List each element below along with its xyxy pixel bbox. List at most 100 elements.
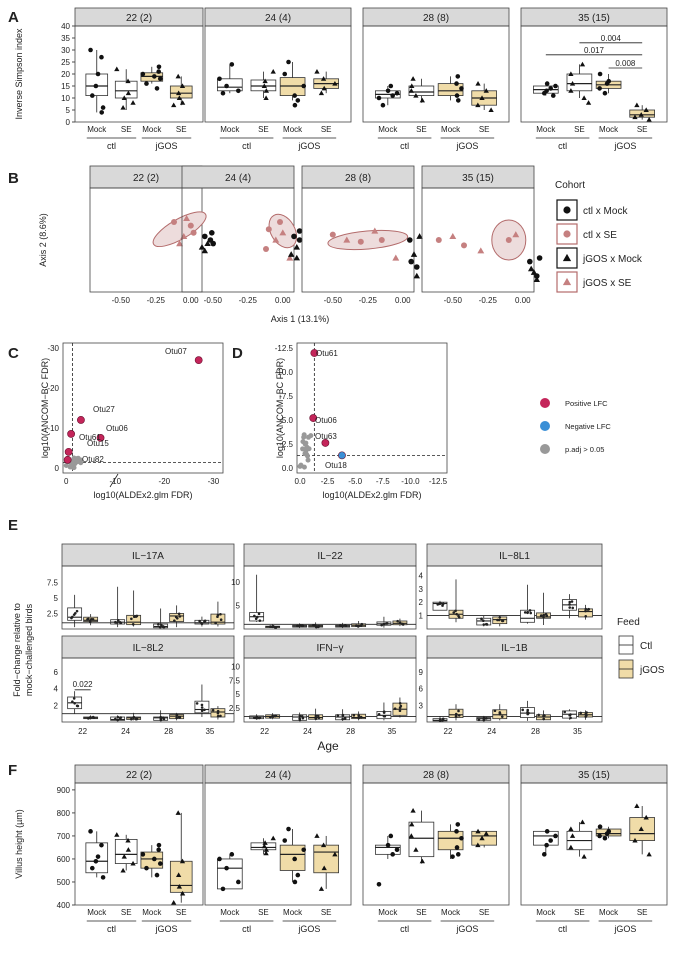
E-point <box>496 618 499 622</box>
A-point <box>385 88 391 94</box>
F-xlabel: Mock <box>283 908 303 917</box>
B-point-mock <box>291 233 297 240</box>
F-point <box>292 879 298 885</box>
F-point <box>99 842 104 848</box>
E-point <box>203 620 206 623</box>
B-point-mock <box>530 269 538 275</box>
F-point <box>568 844 574 850</box>
F-point <box>263 850 269 856</box>
F-point <box>604 831 610 836</box>
F-point <box>262 840 268 845</box>
A-facet-frame <box>520 25 668 123</box>
A-point <box>144 81 149 86</box>
A-point <box>90 93 95 98</box>
B-xtick: -0.25 <box>479 296 498 305</box>
F-xlabel: Mock <box>441 908 461 917</box>
A-xlabel: SE <box>258 125 269 134</box>
A-pvalue: 0.008 <box>615 59 636 68</box>
E-point <box>359 715 363 719</box>
F-point <box>479 835 485 841</box>
A-point <box>295 98 301 103</box>
A-point <box>553 83 558 89</box>
F-point <box>646 851 652 857</box>
C-label-leader <box>109 473 119 488</box>
D-legend-label: p.adj > 0.05 <box>565 445 604 454</box>
A-box <box>629 109 655 118</box>
A-point <box>409 83 415 88</box>
E-ytick: 5 <box>236 690 241 699</box>
A-point <box>475 102 481 108</box>
A-box <box>217 78 243 92</box>
A-xlabel: Mock <box>599 125 619 134</box>
F-xlabel: SE <box>637 908 648 917</box>
E-facet-frame <box>426 657 603 723</box>
B-facet-frame <box>301 187 415 293</box>
E-point <box>317 716 321 720</box>
A-ytick: 40 <box>61 22 70 31</box>
D-legend-marker <box>540 444 550 454</box>
E-point <box>382 710 386 714</box>
E-point <box>568 603 571 606</box>
F-point <box>388 833 394 839</box>
E-point <box>385 622 388 625</box>
F-point <box>385 842 391 848</box>
B-point-se <box>171 219 177 225</box>
E-point <box>177 715 181 719</box>
A-point <box>380 102 386 108</box>
F-point <box>569 833 576 838</box>
F-ytick: 500 <box>57 878 71 887</box>
E-point <box>175 716 178 720</box>
F-xlabel: SE <box>574 908 585 917</box>
A-point <box>455 98 461 103</box>
B-xlabel: Axis 1 (13.1%) <box>271 314 330 324</box>
E-point <box>398 621 402 625</box>
E-point <box>570 600 574 603</box>
E-point <box>253 614 256 618</box>
B-point-mock <box>296 228 303 234</box>
F-facet-frame <box>362 782 510 906</box>
F-point <box>93 858 99 864</box>
F-point <box>553 833 558 839</box>
E-point <box>75 609 79 613</box>
A-ytick: 30 <box>61 46 70 55</box>
E-point <box>480 617 483 621</box>
F-group-label: ctl <box>400 924 409 934</box>
E-point <box>274 626 278 629</box>
A-point <box>321 85 327 91</box>
A-point <box>157 76 163 82</box>
B-ellipse <box>327 229 409 251</box>
E-point <box>130 617 133 621</box>
A-pvalue: 0.004 <box>601 34 622 43</box>
E-point <box>157 623 160 626</box>
E-point <box>173 619 176 622</box>
E-point <box>529 611 533 615</box>
A-point <box>282 71 288 77</box>
B-facet-title: 35 (15) <box>462 173 494 184</box>
A-point <box>220 90 226 96</box>
E-point <box>132 715 136 719</box>
A-point <box>597 86 602 91</box>
A-point <box>634 102 640 108</box>
E-point <box>584 609 587 613</box>
F-xlabel: Mock <box>378 908 398 917</box>
E-point <box>131 622 135 626</box>
E-point <box>316 714 320 718</box>
A-group-label: ctl <box>558 141 567 151</box>
A-point <box>125 90 132 96</box>
B-facet-title: 22 (2) <box>133 173 159 184</box>
E-point <box>542 717 546 721</box>
E-point <box>398 709 402 713</box>
E-xtick: 35 <box>573 727 582 736</box>
A-point <box>550 93 556 98</box>
B-point-se <box>392 254 400 261</box>
E-point <box>493 709 497 712</box>
F-facet-frame <box>204 782 352 906</box>
F-facet-frame <box>74 782 204 906</box>
A-point <box>292 102 298 108</box>
A-xlabel: Mock <box>87 125 107 134</box>
C-ytick: -20 <box>47 384 59 393</box>
A-xlabel: Mock <box>536 125 556 134</box>
F-point <box>95 854 101 859</box>
D-ytick: -12.5 <box>275 344 294 353</box>
F-box <box>279 844 306 871</box>
